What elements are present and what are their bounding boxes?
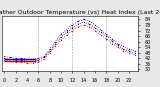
Title: Milwaukee Weather Outdoor Temperature (vs) Heat Index (Last 24 Hours): Milwaukee Weather Outdoor Temperature (v… (0, 10, 160, 15)
